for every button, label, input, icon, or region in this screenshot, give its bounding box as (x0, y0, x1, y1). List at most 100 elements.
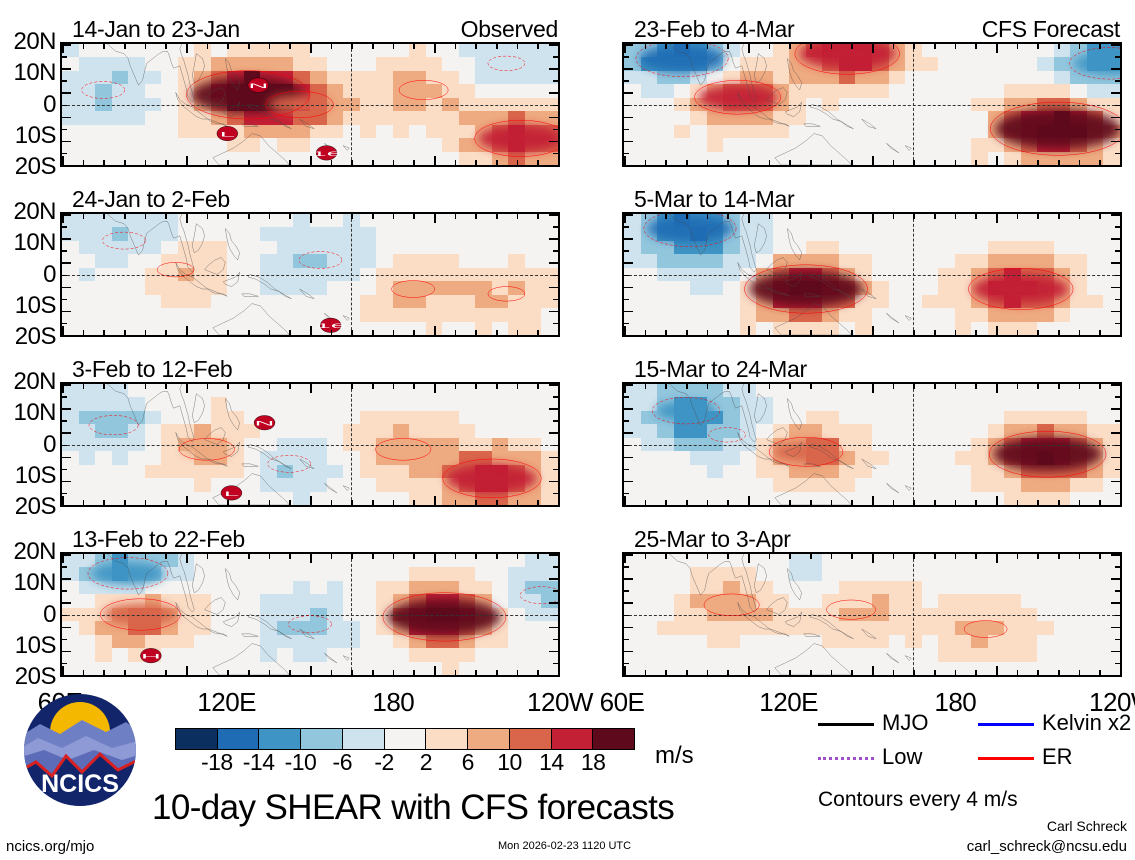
shear-anomaly-field (62, 384, 558, 505)
svg-text:L: L (224, 490, 239, 497)
x-tick-label: 120E (197, 687, 257, 717)
shear-anomaly-field (624, 554, 1120, 675)
contour-overlay (624, 384, 1120, 505)
y-tick-label: 10S (14, 291, 57, 319)
colorbar-tick-label: 6 (461, 749, 475, 775)
legend-line-mjo (818, 723, 874, 726)
colorbar-tick-label: -14 (242, 749, 275, 775)
coastline-overlay (62, 554, 558, 675)
svg-text:N: N (255, 420, 275, 427)
ncics-logo: NCICS (22, 692, 138, 808)
colorbar-tick-label: -6 (332, 749, 353, 775)
dateline (913, 384, 915, 505)
svg-text:N: N (248, 82, 268, 89)
panel-observed-3: 3-Feb to 12-Feb N L (60, 356, 560, 507)
logo-text: NCICS (41, 770, 119, 798)
shear-anomaly-field (624, 384, 1120, 505)
colorbar-swatch (259, 729, 302, 749)
panel-title: 3-Feb to 12-Feb (72, 356, 233, 382)
colorbar-swatch (342, 729, 385, 749)
legend-label: Low (882, 744, 923, 769)
y-tick-label: 20N (13, 28, 56, 55)
panel-title: 5-Mar to 14-Mar (634, 186, 795, 212)
contour-note: Contours every 4 m/s (818, 788, 1018, 811)
colorbar-swatch (176, 729, 218, 749)
contour-overlay (624, 554, 1120, 675)
y-tick-label: 20S (14, 663, 57, 690)
y-tick-label: 10N (13, 229, 56, 257)
equator-line (62, 614, 558, 616)
coastline-overlay (62, 384, 558, 505)
column-corner-label: CFS Forecast (981, 16, 1121, 42)
x-tick-label: 120W (527, 687, 593, 717)
panel-forecast-1: 23-Feb to 4-Mar CFS Forecast (622, 16, 1122, 167)
y-tick-label: 0 (43, 430, 56, 458)
equator-line (62, 444, 558, 446)
panel-plot (622, 42, 1122, 167)
coastline-overlay (624, 44, 1120, 165)
equator-line (62, 274, 558, 276)
author-email[interactable]: carl_schreck@ncsu.edu (966, 838, 1127, 855)
x-tick-label: 180 (934, 687, 977, 717)
y-tick-label: 20S (14, 153, 57, 180)
contour-overlay (624, 44, 1120, 165)
panel-observed-4: 13-Feb to 22-Feb H (60, 526, 560, 677)
colorbar (175, 728, 635, 750)
y-tick-label: 10S (14, 461, 57, 489)
coastline-overlay (624, 214, 1120, 335)
equator-line (624, 274, 1120, 276)
colorbar-tick-label: 10 (497, 749, 522, 775)
colorbar-swatch (301, 729, 343, 749)
x-tick-label: 120E (759, 687, 819, 717)
dateline (351, 384, 353, 505)
legend-line-er (978, 757, 1034, 760)
y-tick-label: 0 (43, 600, 56, 628)
contour-overlay: N L 16 (62, 44, 558, 165)
contour-overlay: H (62, 554, 558, 675)
legend: MJO Kelvin x2 Low ER (818, 712, 1131, 778)
colorbar-swatch (551, 729, 594, 749)
y-tick-label: 20S (14, 493, 57, 520)
y-tick-label: 0 (43, 260, 56, 288)
contour-overlay: 16 (62, 214, 558, 335)
svg-text:16: 16 (315, 323, 345, 330)
panel-title: 13-Feb to 22-Feb (72, 526, 245, 552)
equator-line (62, 104, 558, 106)
panel-title: 15-Mar to 24-Mar (634, 356, 807, 382)
panel-title: 24-Jan to 2-Feb (72, 186, 230, 212)
panel-forecast-4: 25-Mar to 3-Apr (622, 526, 1122, 677)
coastline-overlay (62, 44, 558, 165)
colorbar-swatch (593, 729, 635, 749)
colorbar-swatch (384, 729, 427, 749)
y-tick-label: 10N (13, 59, 56, 87)
x-tick-label: 120W (1089, 687, 1135, 717)
site-url[interactable]: ncics.org/mjo (6, 838, 95, 855)
contour-overlay (624, 214, 1120, 335)
timestamp: Mon 2026-02-23 1120 UTC (498, 840, 632, 852)
panel-observed-2: 24-Jan to 2-Feb 16 (60, 186, 560, 337)
y-tick-label: 10N (13, 399, 56, 427)
panel-title: 25-Mar to 3-Apr (634, 526, 791, 552)
y-tick-label: 10N (13, 569, 56, 597)
panel-plot: 16 (60, 212, 560, 337)
y-tick-label: 20N (13, 538, 56, 565)
shear-anomaly-field (624, 44, 1120, 165)
colorbar-tick-label: 14 (539, 749, 564, 775)
author-name: Carl Schreck (1046, 818, 1127, 834)
colorbar-swatch (426, 729, 469, 749)
dateline (913, 214, 915, 335)
panel-plot (622, 382, 1122, 507)
legend-line-low (818, 757, 874, 760)
svg-text:L: L (220, 131, 235, 138)
colorbar-tick-label: -18 (200, 749, 233, 775)
svg-text:H: H (141, 653, 161, 660)
coastline-overlay (624, 554, 1120, 675)
x-tick-label: 60E (599, 687, 645, 717)
y-tick-label: 0 (43, 90, 56, 118)
colorbar-ticklabels: -18 -14 -10 -6 -2 2 6 10 14 18 (175, 750, 635, 776)
dateline (913, 554, 915, 675)
panel-plot: H (60, 552, 560, 677)
dateline (351, 214, 353, 335)
x-tick-label: 180 (372, 687, 415, 717)
colorbar-tick-label: 18 (580, 749, 606, 775)
